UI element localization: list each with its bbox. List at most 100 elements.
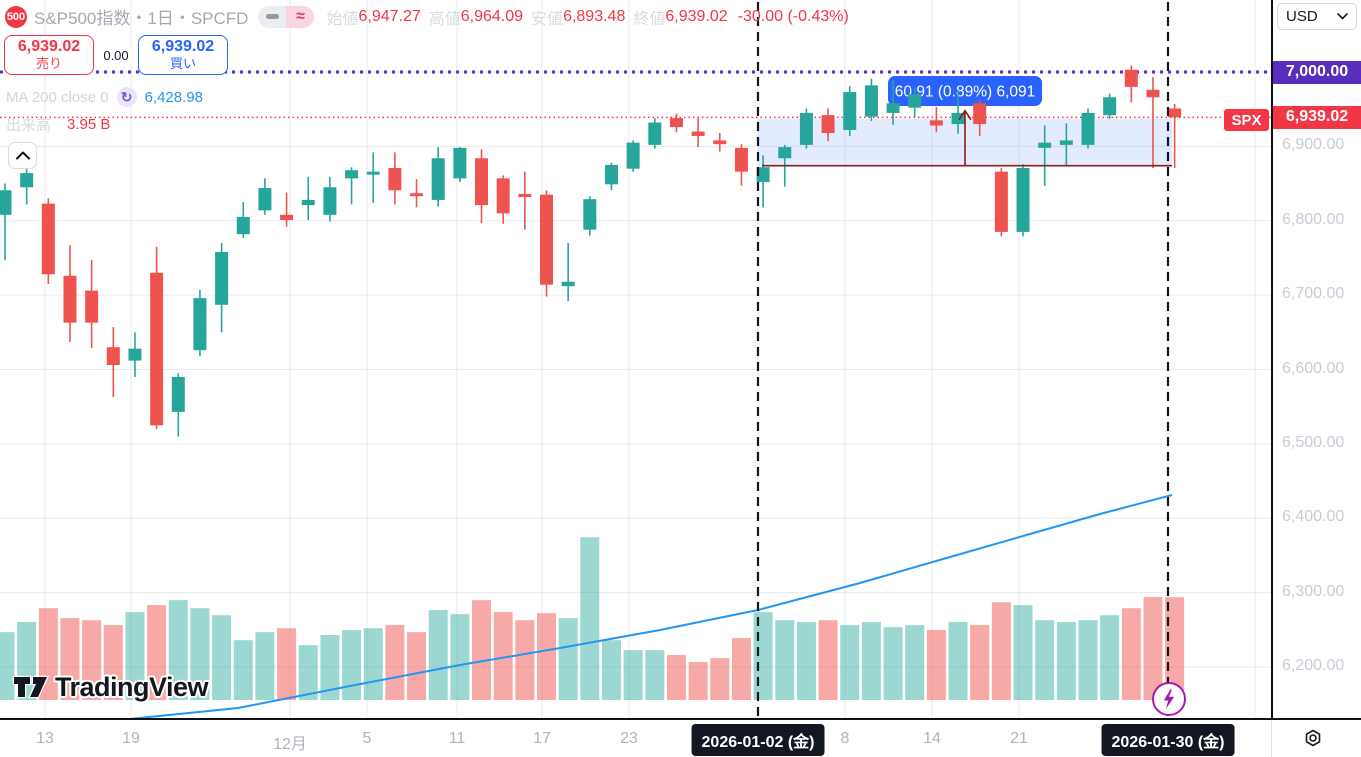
chart-canvas[interactable]: 60.91 (0.89%) 6,091 — [0, 0, 1271, 718]
volume-bar[interactable] — [666, 655, 686, 700]
candle-body[interactable] — [778, 147, 792, 159]
candle-body[interactable] — [518, 193, 532, 197]
realtime-lightning-icon[interactable] — [1152, 682, 1186, 716]
volume-bar[interactable] — [1013, 605, 1033, 700]
candle-body[interactable] — [886, 103, 900, 113]
alert-price-badge[interactable]: 7,000.00 — [1273, 60, 1361, 84]
candle-body[interactable] — [431, 158, 445, 200]
volume-bar[interactable] — [1100, 615, 1120, 700]
volume-bar[interactable] — [775, 620, 795, 700]
candle-body[interactable] — [669, 118, 683, 128]
candle-body[interactable] — [345, 170, 359, 179]
price-axis[interactable]: USD 6,900.00 6,800.00 6,700.00 6,600.00 6,50… — [1271, 0, 1361, 718]
volume-bar[interactable] — [385, 625, 405, 700]
volume-bar[interactable] — [342, 630, 362, 700]
volume-bar[interactable] — [558, 618, 578, 700]
candle-body[interactable] — [388, 167, 402, 191]
candle-body[interactable] — [1016, 167, 1030, 232]
candlestick-chart[interactable]: 60.91 (0.89%) 6,091 500 S&P500指数・1日・SPCF… — [0, 0, 1271, 718]
refresh-icon[interactable]: ↻ — [116, 87, 137, 107]
candle-body[interactable] — [540, 194, 553, 285]
candle-body[interactable] — [713, 140, 727, 145]
candle-body[interactable] — [821, 115, 835, 133]
candle-body[interactable] — [106, 347, 120, 366]
candle-body[interactable] — [1124, 69, 1138, 87]
volume-bar[interactable] — [623, 650, 643, 700]
volume-bar[interactable] — [277, 628, 297, 700]
candle-body[interactable] — [1038, 142, 1052, 148]
volume-bar[interactable] — [407, 632, 427, 700]
candle-body[interactable] — [496, 178, 510, 214]
candle-body[interactable] — [215, 251, 229, 305]
volume-bar[interactable] — [493, 612, 513, 700]
volume-bar[interactable] — [688, 662, 708, 700]
volume-bar[interactable] — [948, 622, 968, 700]
volume-bar[interactable] — [601, 640, 621, 700]
sell-button[interactable]: 6,939.02 売り — [4, 35, 94, 75]
volume-bar[interactable] — [515, 620, 535, 700]
candle-body[interactable] — [280, 214, 294, 221]
approx-data-icon[interactable]: ≈ — [286, 5, 315, 28]
volume-bar[interactable] — [168, 600, 188, 700]
volume-bar[interactable] — [580, 537, 600, 700]
candle-body[interactable] — [475, 158, 489, 206]
volume-bar[interactable] — [1078, 620, 1098, 700]
volume-bar[interactable] — [233, 640, 253, 700]
currency-select[interactable]: USD — [1277, 3, 1357, 30]
volume-bar[interactable] — [212, 615, 232, 700]
volume-bar[interactable] — [818, 620, 838, 700]
volume-bar[interactable] — [450, 614, 470, 700]
candle-body[interactable] — [85, 290, 99, 323]
volume-bar[interactable] — [125, 612, 145, 700]
volume-bar[interactable] — [1121, 608, 1141, 700]
candle-body[interactable] — [20, 173, 34, 188]
time-axis[interactable]: 13 19 12月 5 11 17 23 8 14 21 2026-01-02 (金) 2026-01… — [0, 718, 1361, 757]
candle-body[interactable] — [843, 92, 857, 131]
volume-bar[interactable] — [1056, 622, 1076, 700]
candle-body[interactable] — [864, 85, 878, 117]
candle-body[interactable] — [929, 120, 943, 126]
candle-body[interactable] — [994, 171, 1008, 232]
candle-body[interactable] — [323, 187, 337, 215]
minimize-legend-icon[interactable] — [258, 5, 287, 28]
gear-icon[interactable] — [1301, 727, 1325, 751]
candle-body[interactable] — [41, 203, 55, 275]
candle-body[interactable] — [691, 131, 705, 136]
candle-body[interactable] — [1103, 97, 1117, 116]
volume-bar[interactable] — [645, 650, 665, 700]
candle-body[interactable] — [756, 167, 770, 183]
candle-body[interactable] — [1168, 108, 1182, 118]
volume-bar[interactable] — [991, 602, 1011, 700]
volume-bar[interactable] — [103, 625, 123, 700]
volume-bar[interactable] — [0, 632, 15, 700]
volume-bar[interactable] — [255, 632, 275, 700]
volume-bar[interactable] — [537, 613, 556, 700]
candle-body[interactable] — [648, 122, 662, 145]
symbol-title[interactable]: S&P500指数・1日・SPCFD — [34, 9, 249, 28]
candle-body[interactable] — [150, 272, 164, 426]
volume-bar[interactable] — [861, 622, 881, 700]
candle-body[interactable] — [973, 103, 987, 125]
candle-body[interactable] — [171, 376, 185, 412]
volume-bar[interactable] — [883, 627, 903, 700]
candle-body[interactable] — [908, 94, 922, 108]
volume-bar[interactable] — [190, 608, 210, 700]
collapse-panel-button[interactable] — [8, 142, 37, 169]
volume-bar[interactable] — [840, 625, 860, 700]
volume-bar[interactable] — [1165, 597, 1185, 700]
candle-body[interactable] — [236, 217, 250, 235]
candle-body[interactable] — [258, 188, 272, 211]
volume-bar[interactable] — [298, 645, 318, 700]
volume-bar[interactable] — [60, 618, 80, 700]
candle-body[interactable] — [193, 298, 207, 351]
candle-body[interactable] — [453, 147, 467, 179]
candle-body[interactable] — [128, 348, 142, 361]
candle-body[interactable] — [583, 199, 597, 230]
volume-bar[interactable] — [970, 625, 990, 700]
candle-body[interactable] — [604, 164, 618, 185]
candle-body[interactable] — [561, 281, 575, 287]
volume-bar[interactable] — [428, 610, 448, 700]
candle-body[interactable] — [366, 171, 380, 175]
volume-bar[interactable] — [472, 600, 492, 700]
volume-bar[interactable] — [82, 620, 102, 700]
